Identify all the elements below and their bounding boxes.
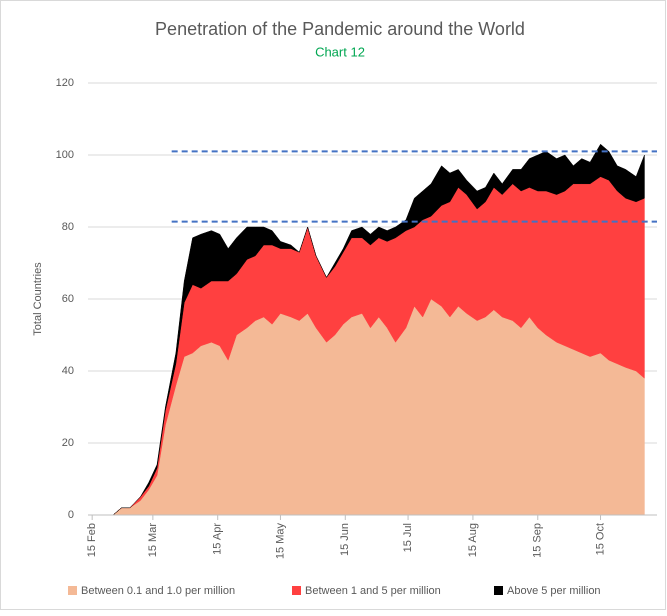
y-tick-label: 40 [62,365,74,377]
y-tick-label: 20 [62,437,74,449]
y-tick-label: 120 [56,77,74,89]
legend-swatch [68,586,77,595]
chart-subtitle: Chart 12 [315,44,365,59]
x-tick-label: 15 Aug [467,523,479,557]
legend-label: Between 0.1 and 1.0 per million [81,585,235,597]
x-tick-label: 15 Feb [86,523,98,557]
legend-label: Between 1 and 5 per million [305,585,441,597]
legend-swatch [494,586,503,595]
y-tick-label: 60 [62,293,74,305]
area [112,143,645,516]
x-tick-label: 15 Jul [402,523,414,552]
y-tick-label: 0 [68,509,74,521]
y-tick-label: 80 [62,221,74,233]
x-tick-label: 15 Mar [147,523,159,558]
x-tick-label: 15 Jun [339,523,351,556]
x-tick-label: 15 Sep [532,523,544,558]
legend-swatch [292,586,301,595]
legend-label: Above 5 per million [507,585,601,597]
x-tick-label: 15 May [274,523,286,560]
y-axis-label: Total Countries [32,262,44,336]
x-tick-label: 15 Oct [594,523,606,555]
chart-title: Penetration of the Pandemic around the W… [155,19,525,39]
x-tick-label: 15 Apr [212,523,224,555]
y-tick-label: 100 [56,149,74,161]
